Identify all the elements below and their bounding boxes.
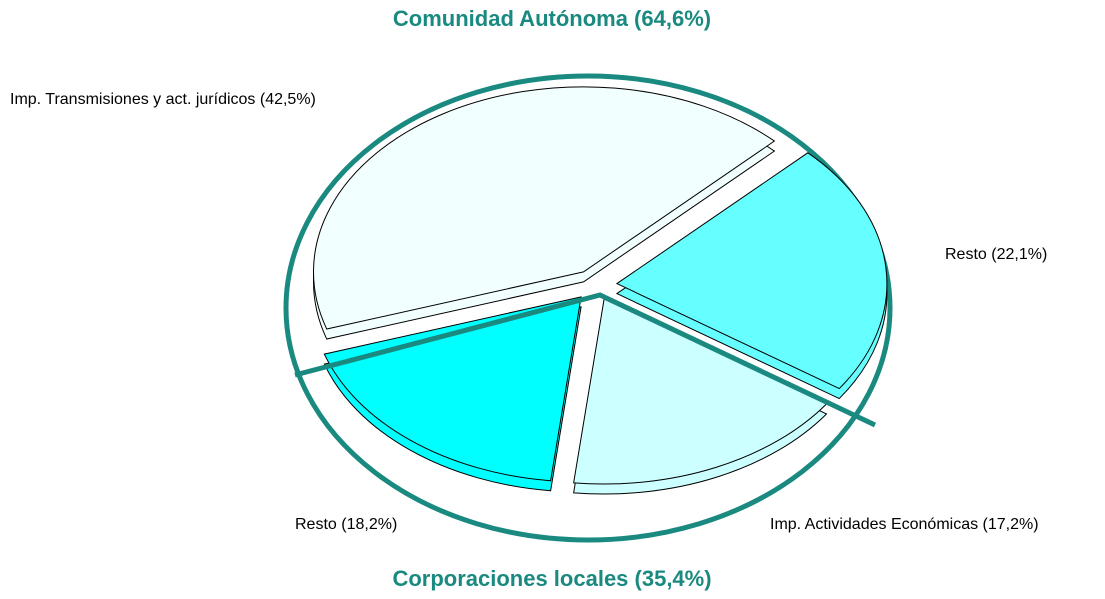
slice-label: Resto (22,1%): [945, 246, 1047, 263]
slice: [615, 152, 888, 390]
slice: [323, 296, 582, 482]
group-title: Corporaciones locales (35,4%): [392, 566, 711, 591]
group-ring: [283, 73, 893, 543]
slice-label: Resto (18,2%): [295, 516, 397, 533]
slice: [573, 298, 828, 485]
group-divider: [294, 292, 877, 428]
group-title: Comunidad Autónoma (64,6%): [393, 6, 711, 31]
slice-label: Imp. Transmisiones y act. jurídicos (42,…: [10, 91, 316, 108]
slice: [313, 86, 776, 330]
slice-label: Imp. Actividades Económicas (17,2%): [770, 516, 1039, 533]
